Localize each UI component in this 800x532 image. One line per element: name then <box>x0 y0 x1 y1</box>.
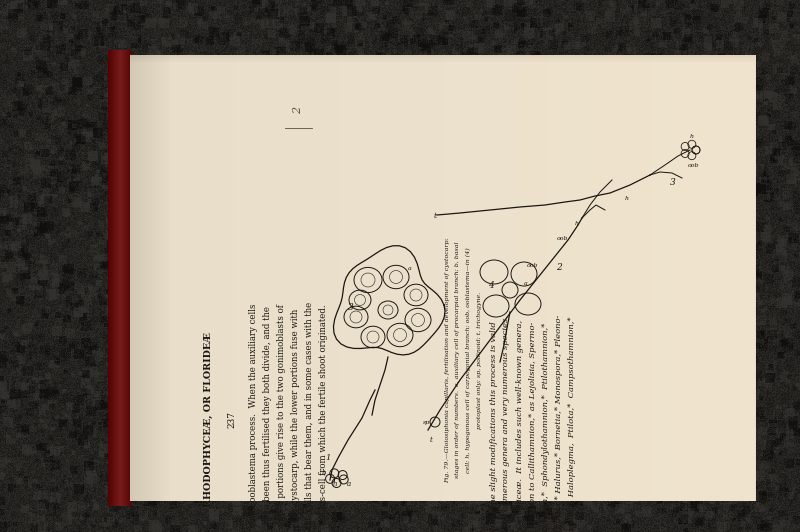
Text: in addition to Callithamnion,* as Lejolisia, Spermo-: in addition to Callithamnion,* as Lejoli… <box>529 322 537 532</box>
Text: 3: 3 <box>348 303 354 312</box>
Text: a: a <box>524 281 528 286</box>
Text: h: h <box>690 134 694 139</box>
Text: of Ceramiceæ.  It includes such well-known genera,: of Ceramiceæ. It includes such well-know… <box>516 320 524 532</box>
Text: protoplast only; sp, pollinoid; t, trichogyne.: protoplast only; sp, pollinoid; t, trich… <box>477 292 482 429</box>
Text: 2: 2 <box>556 263 562 272</box>
Text: stages in order of numbers.  a, auxiliary cell of procarpial branch; b, basal: stages in order of numbers. a, auxiliary… <box>455 242 461 478</box>
Text: 4: 4 <box>488 281 494 290</box>
Text: 237: 237 <box>227 411 236 428</box>
Text: h: h <box>333 480 338 488</box>
Text: 2: 2 <box>293 106 303 113</box>
Text: cell; h, hypogonous cell of carpogonial branch; oob, ooblastema—in (4): cell; h, hypogonous cell of carpogonial … <box>466 247 471 473</box>
Text: sporium,*  Haloplegma,  Ptilota,*  Campsothamnion,*: sporium,* Haloplegma, Ptilota,* Campsoth… <box>568 317 576 532</box>
Text: 1: 1 <box>325 454 330 462</box>
Text: Fig. 79.—Gloiosiphonia capillaris, fertilisation and development of cystocarp;: Fig. 79.—Gloiosiphonia capillaris, ferti… <box>445 237 450 483</box>
Text: Griffithsia,* Halurus,* Bornetia,* Monospora,* Pleono-: Griffithsia,* Halurus,* Bornetia,* Monos… <box>555 315 563 532</box>
Text: short ooblastema process.  When the auxiliary cells: short ooblastema process. When the auxil… <box>249 303 258 527</box>
Text: t: t <box>430 436 433 444</box>
Text: oob: oob <box>527 263 538 268</box>
Text: RHODOPHYCEÆ, OR FLORIDEÆ: RHODOPHYCEÆ, OR FLORIDEÆ <box>204 332 213 508</box>
Text: oob: oob <box>557 236 569 241</box>
Text: for the numerous genera and very numerous species: for the numerous genera and very numerou… <box>503 318 511 532</box>
Text: upper portions give rise to the two gonimoblasts of: upper portions give rise to the two goni… <box>277 304 286 526</box>
Text: sp: sp <box>423 420 430 425</box>
Text: the cells that bear them, and in some cases with the: the cells that bear them, and in some ca… <box>305 302 314 528</box>
Text: b: b <box>322 469 326 477</box>
Text: h: h <box>625 196 629 201</box>
Text: 3: 3 <box>670 178 676 187</box>
Text: a: a <box>408 266 412 271</box>
Text: have been thus fertilised they both divide, and the: have been thus fertilised they both divi… <box>263 306 272 524</box>
Text: With some slight modifications this process is valid: With some slight modifications this proc… <box>490 322 498 532</box>
Text: thamnion,*  Sphondylothamnion,*  Ptilothamnion,*: thamnion,* Sphondylothamnion,* Ptilotham… <box>542 322 550 532</box>
Text: a: a <box>347 480 351 488</box>
Text: thallus-cell from which the fertile shoot originated.: thallus-cell from which the fertile shoo… <box>319 305 328 525</box>
Text: t: t <box>434 212 437 220</box>
Text: the cystocarp, while the lower portions fuse with: the cystocarp, while the lower portions … <box>291 309 300 521</box>
Text: h: h <box>575 221 579 226</box>
Text: oob: oob <box>688 163 699 168</box>
